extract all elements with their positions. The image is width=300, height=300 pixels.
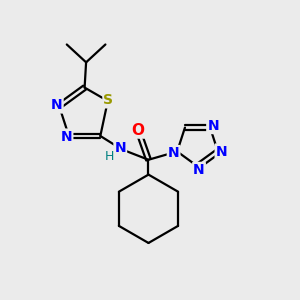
Text: O: O xyxy=(132,122,145,137)
Text: N: N xyxy=(193,163,205,177)
Text: N: N xyxy=(207,119,219,133)
Text: N: N xyxy=(51,98,63,112)
Text: N: N xyxy=(61,130,72,144)
Text: S: S xyxy=(103,93,113,107)
Text: N: N xyxy=(168,146,179,160)
Text: N: N xyxy=(216,145,227,158)
Text: H: H xyxy=(105,150,114,163)
Text: N: N xyxy=(114,141,126,155)
